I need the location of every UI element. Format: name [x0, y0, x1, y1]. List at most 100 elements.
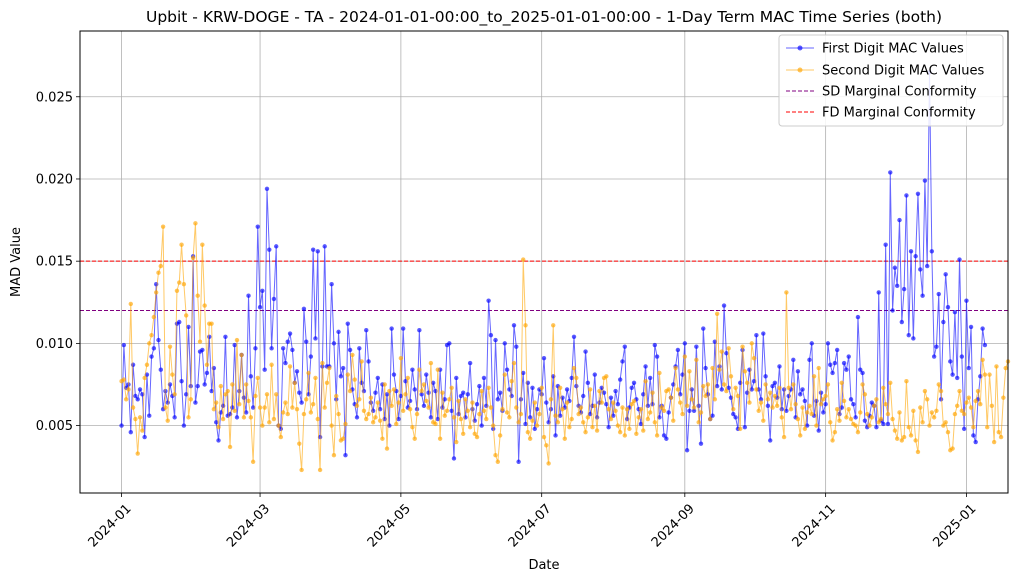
data-point: [502, 372, 507, 377]
data-point: [486, 298, 491, 303]
data-point: [719, 387, 724, 392]
data-point: [761, 331, 766, 336]
data-point: [142, 375, 147, 381]
data-point: [297, 441, 302, 446]
data-point: [862, 392, 868, 397]
legend-swatch-first-digit-marker: [797, 45, 803, 51]
data-point: [495, 397, 501, 402]
data-point: [297, 390, 302, 395]
data-point: [936, 291, 941, 297]
data-point: [631, 398, 637, 404]
x-axis-label: Date: [528, 558, 559, 573]
data-point: [257, 305, 263, 310]
data-point: [950, 446, 955, 451]
data-point: [897, 217, 902, 223]
data-point: [479, 388, 484, 394]
data-point: [211, 406, 217, 412]
data-point: [943, 420, 948, 425]
data-point: [802, 398, 808, 404]
data-point: [174, 288, 180, 293]
data-point: [961, 411, 967, 417]
data-point: [481, 408, 487, 413]
data-point: [294, 406, 300, 412]
data-point: [828, 362, 833, 367]
data-point: [756, 408, 761, 413]
data-point: [340, 436, 346, 441]
data-point: [424, 372, 429, 377]
data-point: [123, 397, 129, 402]
data-point: [657, 415, 662, 420]
data-point: [207, 334, 212, 340]
data-point: [248, 374, 254, 379]
data-point: [611, 413, 616, 418]
data-point: [735, 393, 741, 399]
data-point: [904, 379, 909, 384]
data-point: [689, 387, 694, 392]
data-point: [934, 344, 939, 349]
chart-title: Upbit - KRW-DOGE - TA - 2024-01-01-00:00…: [146, 8, 942, 27]
data-point: [696, 403, 701, 409]
data-point: [839, 380, 844, 386]
data-point: [978, 402, 983, 407]
data-point: [398, 393, 404, 399]
data-point: [643, 364, 648, 369]
data-point: [137, 387, 143, 392]
data-point: [906, 332, 911, 338]
data-point: [417, 367, 422, 372]
data-point: [421, 403, 427, 409]
data-point: [585, 380, 591, 386]
data-point: [345, 372, 350, 377]
data-point: [945, 305, 951, 310]
data-point: [1001, 395, 1006, 400]
data-point: [585, 415, 591, 420]
data-point: [945, 429, 951, 435]
data-point: [329, 282, 334, 287]
data-point: [613, 408, 618, 413]
legend-label-second-digit: Second Digit MAC Values: [822, 64, 984, 79]
data-point: [130, 362, 136, 367]
data-point: [687, 408, 692, 413]
data-point: [479, 423, 484, 428]
data-point: [952, 411, 958, 417]
data-point: [322, 244, 327, 249]
data-point: [853, 415, 858, 420]
data-point: [428, 360, 434, 366]
data-point: [925, 263, 930, 269]
data-point: [308, 410, 314, 415]
data-point: [966, 365, 971, 371]
data-point: [495, 459, 501, 464]
data-point: [250, 405, 256, 410]
data-point: [966, 395, 971, 400]
data-point: [227, 444, 233, 450]
data-point: [255, 224, 260, 229]
data-point: [274, 244, 279, 249]
data-point: [308, 354, 314, 359]
data-point: [232, 342, 237, 348]
data-point: [740, 344, 745, 349]
data-point: [373, 415, 378, 420]
data-point: [304, 339, 309, 344]
data-point: [726, 346, 731, 351]
data-point: [645, 403, 651, 409]
data-point: [911, 408, 916, 413]
data-point: [516, 420, 521, 425]
data-point: [313, 336, 318, 341]
data-point: [668, 395, 674, 400]
data-point: [285, 411, 290, 417]
data-point: [597, 388, 602, 394]
data-point: [931, 354, 937, 359]
legend-entry-fd-conformity: FD Marginal Conformity: [786, 106, 976, 121]
data-point: [811, 374, 817, 379]
data-point: [587, 387, 593, 392]
data-point: [620, 405, 625, 410]
y-tick-label: 0.005: [36, 419, 73, 434]
y-axis-ticks: 0.005 0.010 0.015 0.020 0.025: [36, 90, 80, 434]
data-point: [818, 390, 824, 395]
data-point: [881, 421, 886, 427]
data-point: [908, 433, 914, 438]
data-point: [751, 355, 757, 361]
data-point: [230, 382, 235, 387]
data-point: [555, 420, 561, 425]
data-point: [613, 388, 618, 394]
